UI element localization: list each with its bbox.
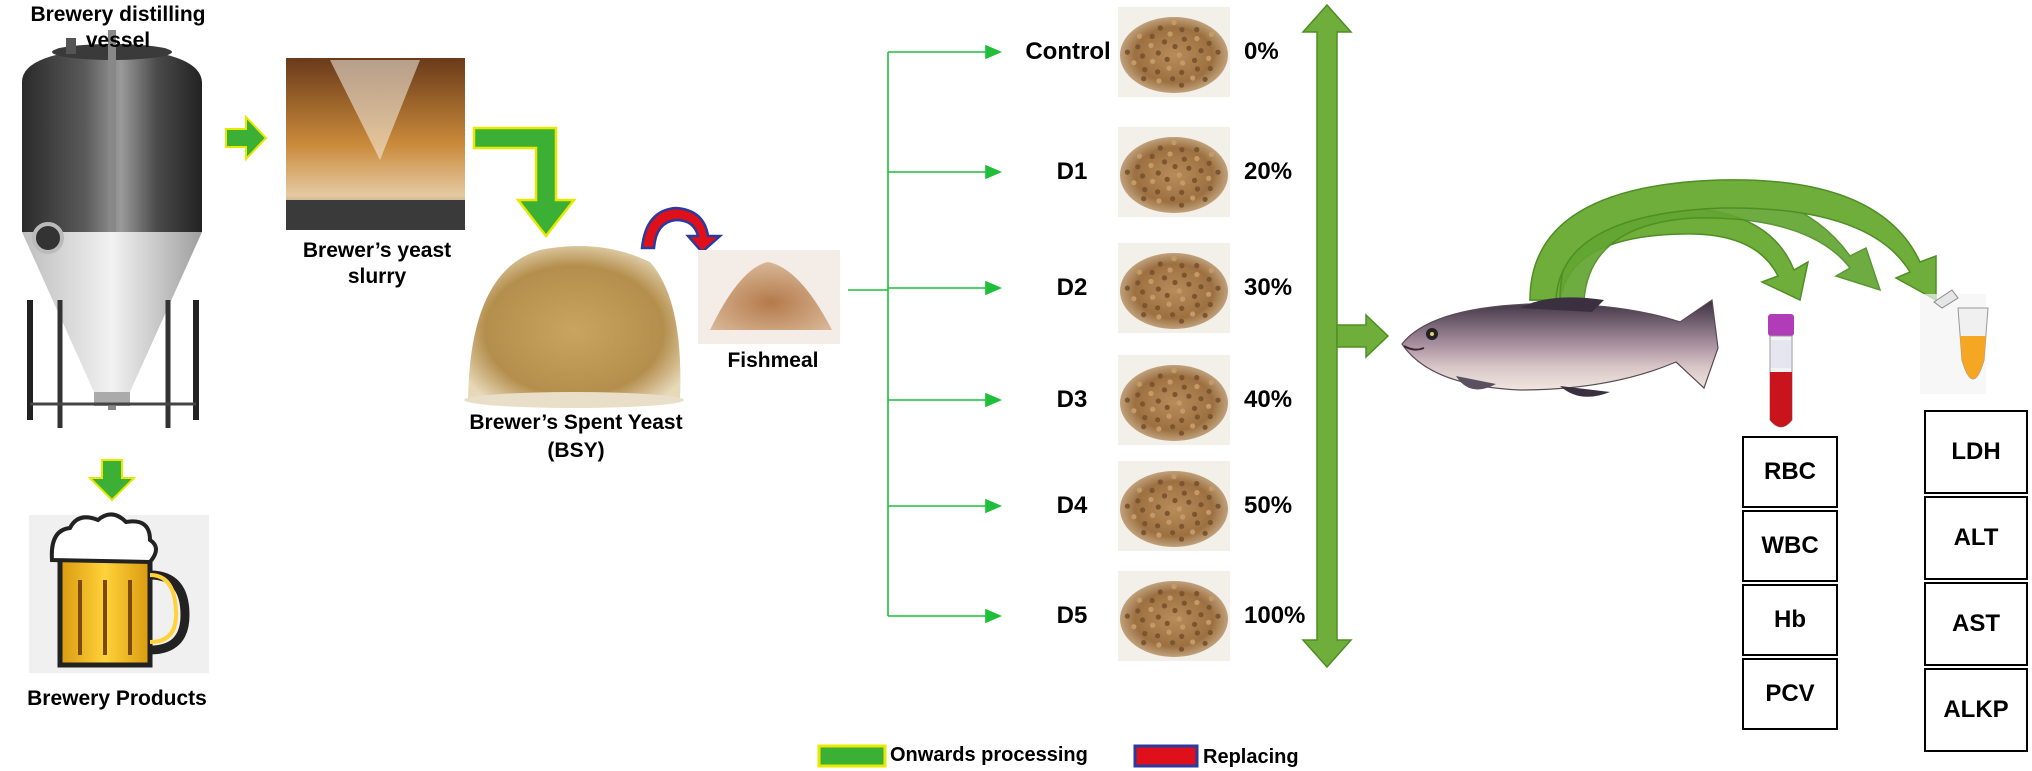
diet-label-control: Control <box>1025 38 1111 65</box>
right-arrow-icon <box>225 114 268 162</box>
bsy-image <box>464 246 684 408</box>
vertical-double-arrow-icon <box>1301 3 1390 669</box>
fish-image <box>1401 297 1719 397</box>
brewery-vessel-image <box>22 30 202 428</box>
replacing-arrow-icon <box>640 206 724 254</box>
param-box-rbc: RBC <box>1742 436 1838 508</box>
legend-replacing-swatch <box>1133 744 1199 768</box>
products-label: Brewery Products <box>27 687 207 710</box>
param-box-alt: ALT <box>1924 496 2028 580</box>
slurry-label-line1: Brewer’s yeast <box>302 239 452 262</box>
fishmeal-label: Fishmeal <box>727 349 819 372</box>
param-box-pcv: PCV <box>1742 658 1838 730</box>
diet-label-d1: D1 <box>1056 158 1088 185</box>
diet-percent-control: 0% <box>1244 38 1279 65</box>
diet-flow-tree <box>848 44 1003 624</box>
fishmeal-image <box>698 250 840 344</box>
diet-percent-d2: 30% <box>1244 274 1293 301</box>
slurry-label-line2: slurry <box>347 265 407 288</box>
diet-label-d4: D4 <box>1056 492 1088 519</box>
blood-tube-image <box>1768 314 1794 428</box>
diet-percent-d3: 40% <box>1244 386 1293 413</box>
beer-mug-image <box>29 512 209 673</box>
diet-percent-d4: 50% <box>1244 492 1293 519</box>
feed-pellets-image <box>1118 571 1230 661</box>
legend-onwards-label: Onwards processing <box>890 744 1088 766</box>
legend-replacing-label: Replacing <box>1203 746 1299 768</box>
bent-down-arrow-icon <box>472 126 577 239</box>
diet-branch-arrowhead <box>985 280 1003 296</box>
diet-label-d5: D5 <box>1056 602 1088 629</box>
vessel-label: Brewery distilling vessel <box>30 3 206 52</box>
param-box-ldh: LDH <box>1924 410 2028 494</box>
legend-onwards-swatch <box>817 744 887 768</box>
diet-label-d2: D2 <box>1056 274 1088 301</box>
serum-tube-image <box>1920 289 1989 394</box>
bsy-label-line1: Brewer’s Spent Yeast <box>469 411 683 434</box>
param-box-wbc: WBC <box>1742 510 1838 582</box>
diet-percent-d5: 100% <box>1244 602 1306 629</box>
feed-pellets-image <box>1118 461 1230 551</box>
bsy-label-line2: (BSY) <box>547 439 605 462</box>
diet-branch-arrowhead <box>985 392 1003 408</box>
curved-arrows-icon <box>1529 179 1937 302</box>
feed-pellets-image <box>1118 355 1230 445</box>
diet-label-d3: D3 <box>1056 386 1088 413</box>
yeast-slurry-image <box>286 58 465 230</box>
feed-pellets-image <box>1118 7 1230 97</box>
param-box-hb: Hb <box>1742 584 1838 656</box>
diet-branch-arrowhead <box>985 164 1003 180</box>
diet-branch-arrowhead <box>985 608 1003 624</box>
param-box-ast: AST <box>1924 582 2028 666</box>
feed-pellets-image <box>1118 243 1230 333</box>
down-arrow-icon <box>87 459 137 502</box>
feed-pellets-image <box>1118 127 1230 217</box>
diet-branch-arrowhead <box>985 44 1003 60</box>
param-box-alkp: ALKP <box>1924 668 2028 752</box>
diet-branch-arrowhead <box>985 498 1003 514</box>
diet-percent-d1: 20% <box>1244 158 1293 185</box>
